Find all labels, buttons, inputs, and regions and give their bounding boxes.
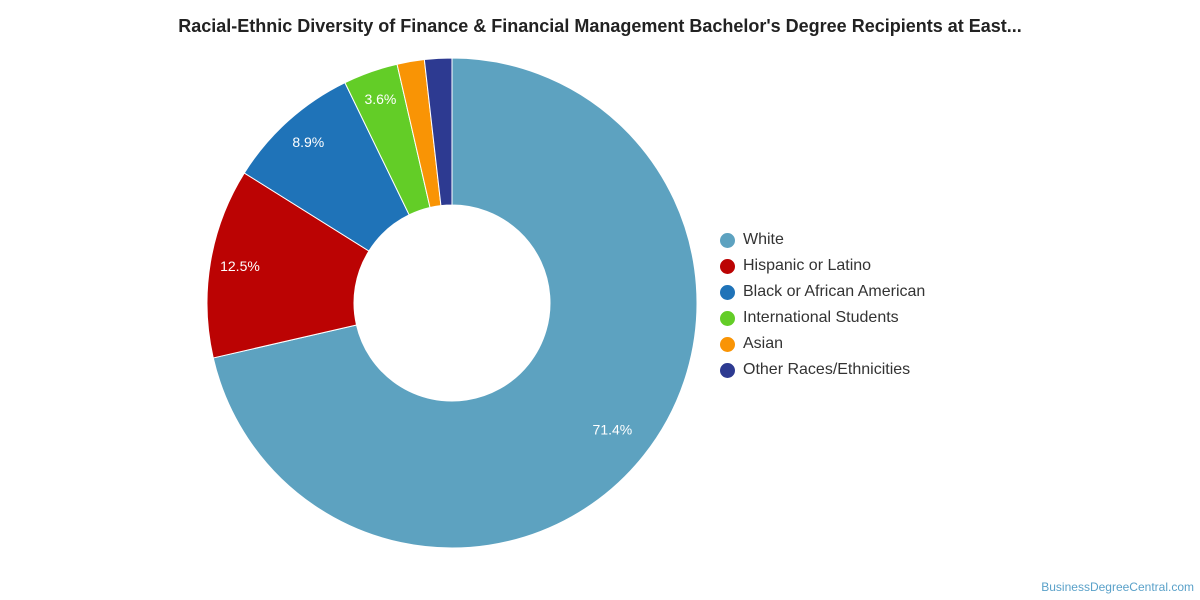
legend-swatch (720, 336, 735, 352)
slice-label: 71.4% (593, 421, 633, 437)
legend-swatch (720, 284, 735, 300)
legend-swatch (720, 362, 735, 378)
legend: White Hispanic or Latino Black or African … (720, 227, 925, 383)
legend-item[interactable]: White (720, 227, 925, 253)
legend-label: Black or African American (743, 283, 926, 300)
watermark[interactable]: BusinessDegreeCentral.com (1041, 580, 1194, 594)
slice-other-races-ethnicities[interactable] (423, 57, 453, 207)
slice-label: 8.9% (292, 134, 324, 150)
slice-hispanic-or-latino[interactable] (206, 172, 370, 359)
legend-label: Hispanic or Latino (743, 257, 872, 274)
legend-label: White (743, 231, 784, 248)
legend-swatch (720, 258, 735, 274)
legend-label: Other Races/Ethnicities (743, 361, 911, 378)
legend-item[interactable]: Asian (720, 331, 925, 357)
legend-item[interactable]: Hispanic or Latino (720, 253, 925, 279)
legend-swatch (720, 310, 735, 326)
legend-item[interactable]: International Students (720, 305, 925, 331)
legend-item[interactable]: Other Races/Ethnicities (720, 357, 925, 383)
legend-item[interactable]: Black or African American (720, 279, 925, 305)
chart-title: Racial-Ethnic Diversity of Finance & Fin… (178, 16, 1022, 36)
slice-label: 12.5% (220, 258, 260, 274)
legend-label: Asian (743, 335, 784, 352)
legend-swatch (720, 232, 735, 248)
legend-label: International Students (743, 309, 899, 326)
slice-white[interactable] (212, 57, 698, 549)
slice-label: 3.6% (364, 91, 396, 107)
